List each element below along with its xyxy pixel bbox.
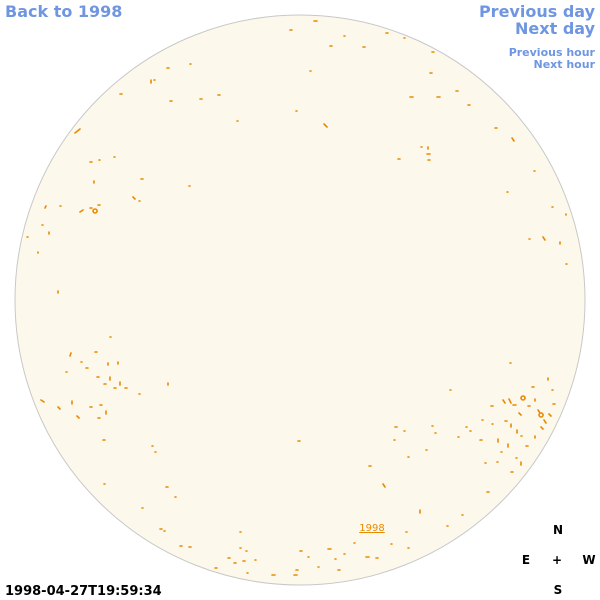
timestamp: 1998-04-27T19:59:34 <box>5 584 162 599</box>
compass-center: + <box>552 553 562 567</box>
disk-year-link[interactable]: 1998 <box>359 523 384 534</box>
solar-disk <box>14 14 586 586</box>
previous-hour-link[interactable]: Previous hour <box>509 46 596 59</box>
next-hour-link[interactable]: Next hour <box>534 58 596 71</box>
magnetic-features <box>26 20 568 576</box>
back-link[interactable]: Back to 1998 <box>5 2 122 21</box>
compass-west: W <box>582 553 595 567</box>
compass-east: E <box>522 553 530 567</box>
feature <box>26 20 568 576</box>
compass-north: N <box>553 523 563 537</box>
next-day-link[interactable]: Next day <box>515 19 596 38</box>
compass-south: S <box>554 583 563 597</box>
previous-day-link[interactable]: Previous day <box>479 2 596 21</box>
